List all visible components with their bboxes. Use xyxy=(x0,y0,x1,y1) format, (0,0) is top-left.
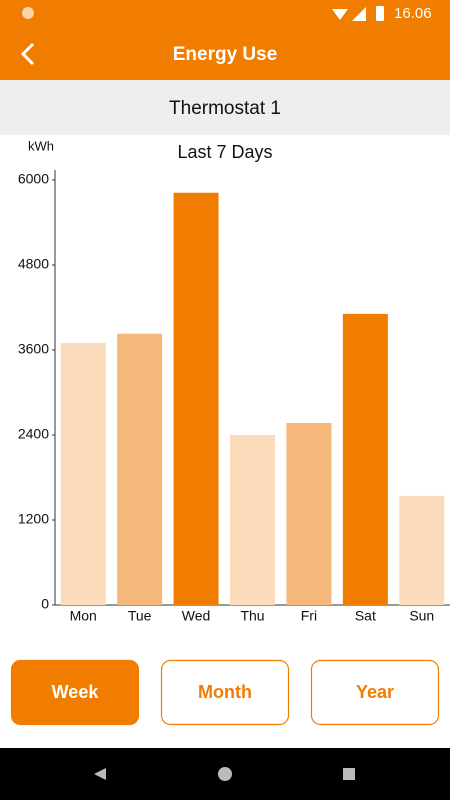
clock: 16.06 xyxy=(394,5,432,22)
period-button[interactable] xyxy=(160,659,290,726)
period-button-label: Month xyxy=(198,682,252,702)
y-tick-label: 1200 xyxy=(18,511,49,527)
period-button[interactable] xyxy=(310,659,440,726)
y-axis-label: kWh xyxy=(28,138,54,153)
chart-title: Last 7 Days xyxy=(177,142,272,162)
period-button[interactable] xyxy=(10,659,140,726)
device-band xyxy=(0,80,450,135)
app-bar xyxy=(0,0,450,80)
device-name: Thermostat 1 xyxy=(169,98,281,119)
signal-icon xyxy=(352,7,366,21)
y-tick-label: 2400 xyxy=(18,426,49,442)
bar xyxy=(117,333,163,605)
bar xyxy=(230,435,275,605)
x-tick-label: Mon xyxy=(70,608,97,624)
x-tick-label: Thu xyxy=(240,608,264,624)
x-tick-label: Tue xyxy=(128,608,152,624)
period-button-label: Year xyxy=(356,682,394,702)
app-title: Energy Use xyxy=(173,44,278,65)
bar xyxy=(286,422,332,605)
nav-recents[interactable] xyxy=(343,768,355,780)
x-tick-label: Sun xyxy=(409,608,434,624)
battery-icon xyxy=(376,6,384,21)
nav-back[interactable] xyxy=(94,768,106,780)
y-tick-label: 6000 xyxy=(18,171,49,187)
bar xyxy=(342,313,388,605)
back-button[interactable] xyxy=(20,42,35,66)
nav-home[interactable] xyxy=(218,767,232,781)
x-tick-label: Wed xyxy=(182,608,211,624)
y-tick-label: 4800 xyxy=(18,256,49,272)
notification-icon xyxy=(22,7,34,19)
y-tick-label: 0 xyxy=(41,596,49,612)
bar xyxy=(173,192,219,605)
wifi-icon xyxy=(332,9,348,20)
x-tick-label: Sat xyxy=(355,608,376,624)
bar xyxy=(60,342,106,605)
x-tick-label: Fri xyxy=(301,608,317,624)
y-tick-label: 3600 xyxy=(18,341,49,357)
period-button-label: Week xyxy=(52,682,100,702)
bar xyxy=(399,495,445,605)
